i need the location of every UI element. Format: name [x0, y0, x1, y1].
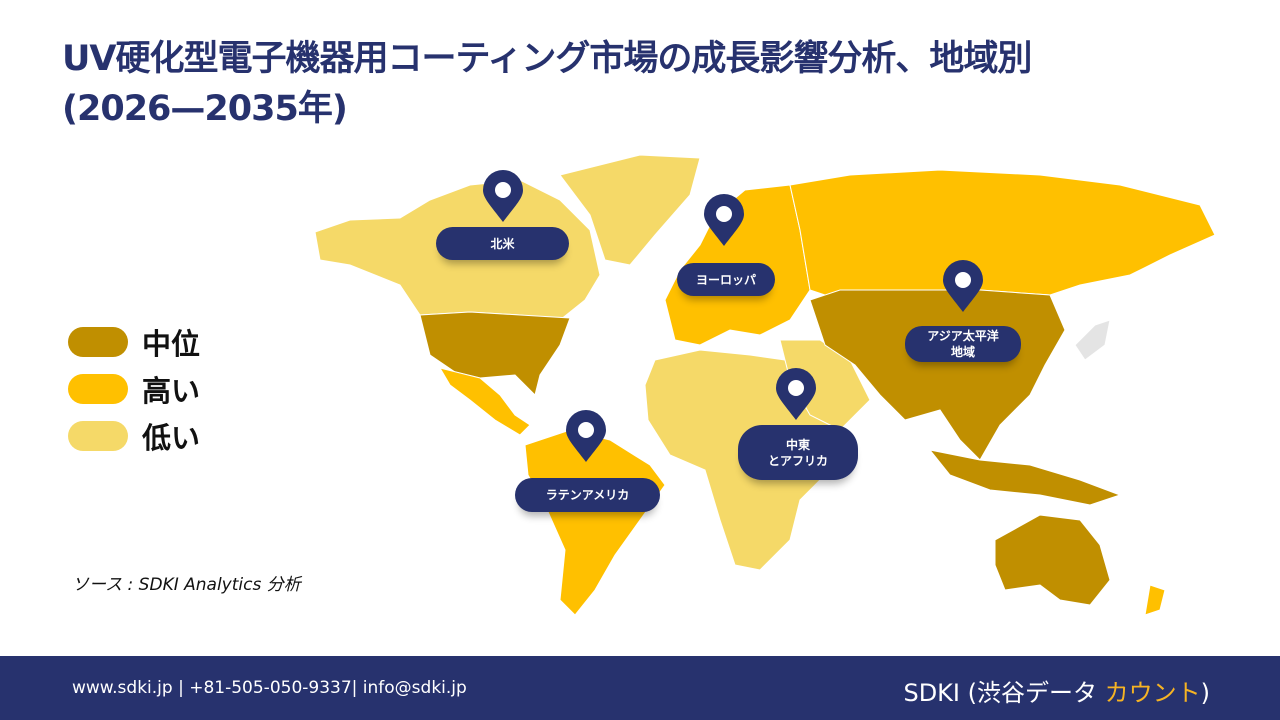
region-mexico	[438, 367, 531, 436]
label-middle-east-africa: 中東 とアフリカ	[738, 425, 858, 480]
title-line1: UV硬化型電子機器用コーティング市場の成長影響分析、地域別	[62, 39, 1032, 79]
legend-swatch	[68, 326, 128, 357]
legend-swatch	[68, 373, 128, 404]
title-line2: (2026—2035年)	[62, 89, 348, 129]
source-note: ソース : SDKI Analytics 分析	[72, 575, 301, 595]
map-pin-icon	[483, 170, 523, 222]
label-asia-pacific: アジア太平洋 地域	[905, 326, 1021, 362]
region-australia	[994, 514, 1111, 606]
label-europe: ヨーロッパ	[677, 263, 775, 296]
contact-info: www.sdki.jp | +81-505-050-9337| info@sdk…	[72, 678, 467, 698]
region-southeast-asia	[928, 449, 1122, 506]
map-pin-icon	[943, 260, 983, 312]
legend-item-high: 高い	[68, 365, 200, 412]
region-new-zealand	[1144, 584, 1166, 616]
label-latin-america: ラテンアメリカ	[515, 478, 660, 512]
brand-logo: SDKI (渋谷データ カウント)	[903, 679, 1210, 707]
legend: 中位 高い 低い	[68, 318, 200, 459]
region-greenland	[559, 154, 701, 266]
region-south-america	[524, 429, 666, 616]
region-russia	[789, 169, 1216, 301]
footer: www.sdki.jp | +81-505-050-9337| info@sdk…	[0, 656, 1280, 720]
region-usa	[419, 311, 571, 396]
legend-swatch	[68, 420, 128, 451]
legend-item-mid: 中位	[68, 318, 200, 365]
legend-item-low: 低い	[68, 412, 200, 459]
label-north-america: 北米	[436, 227, 569, 260]
map-pin-icon	[566, 410, 606, 462]
map-pin-icon	[704, 194, 744, 246]
page-title: UV硬化型電子機器用コーティング市場の成長影響分析、地域別 (2026—2035…	[62, 34, 1032, 134]
map-pin-icon	[776, 368, 816, 420]
region-japan	[1074, 319, 1111, 361]
